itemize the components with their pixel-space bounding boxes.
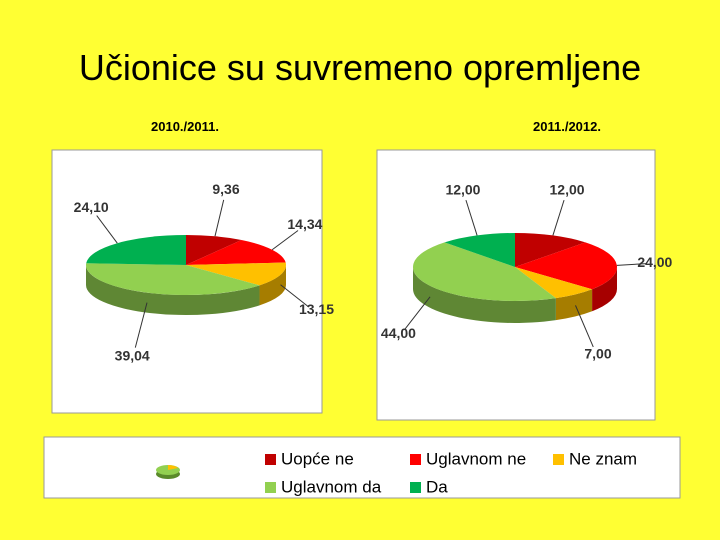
slice-side [86, 265, 260, 316]
data-label: 13,15 [299, 301, 334, 317]
leader-line [271, 230, 299, 251]
leader-line [575, 305, 594, 348]
legend-swatch [410, 482, 421, 493]
data-label: 24,10 [74, 199, 109, 215]
leader-line [404, 296, 431, 330]
data-label: 44,00 [381, 325, 416, 341]
legend-label: Uglavnom da [281, 477, 382, 496]
leader-line [616, 263, 647, 266]
slice [186, 262, 286, 286]
slice-side [592, 267, 617, 312]
legend-label: Uglavnom ne [426, 449, 526, 468]
slice-side [259, 265, 286, 306]
legend-swatch [553, 454, 564, 465]
data-label: 9,36 [212, 181, 239, 197]
slice [86, 263, 260, 295]
leader-line [280, 284, 310, 308]
slide-title: Učionice su suvremeno opremljene [79, 47, 641, 88]
legend-label: Ne znam [569, 449, 637, 468]
data-label: 14,34 [287, 216, 322, 232]
slice [186, 240, 286, 265]
slice-side [555, 289, 593, 321]
slice [515, 233, 586, 267]
legend-swatch [410, 454, 421, 465]
legend-frame [43, 436, 681, 499]
chart-subtitle: 2011./2012. [533, 119, 601, 134]
data-label: 7,00 [584, 346, 611, 362]
slice [515, 242, 618, 290]
legend-icon [156, 465, 180, 479]
legend-swatch [265, 482, 276, 493]
slice [186, 235, 242, 265]
slice [515, 267, 593, 299]
data-label: 24,00 [637, 254, 672, 270]
slice-side [413, 267, 556, 323]
data-label: 12,00 [550, 182, 585, 198]
leader-line [465, 200, 478, 236]
legend-swatch [265, 454, 276, 465]
legend-label: Da [426, 477, 448, 496]
data-label: 12,00 [445, 182, 480, 198]
leader-line [134, 302, 148, 348]
leader-line [96, 215, 118, 244]
slice [86, 235, 186, 265]
chart-subtitle: 2010./2011. [151, 119, 219, 134]
leader-line [552, 200, 565, 236]
legend-label: Uopće ne [281, 449, 354, 468]
slice [444, 233, 515, 267]
leader-line [214, 199, 225, 237]
slice [413, 242, 556, 301]
data-label: 39,04 [115, 348, 150, 364]
